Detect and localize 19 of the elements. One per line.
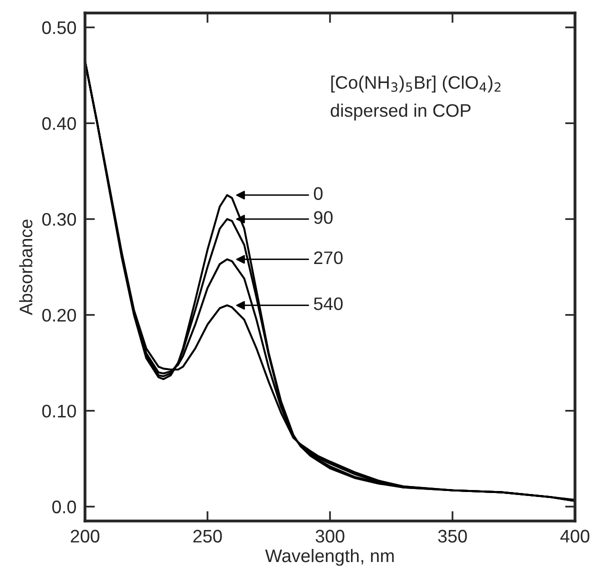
x-tick-label: 300 bbox=[316, 530, 344, 543]
legend-label: 90 bbox=[314, 211, 333, 224]
y-axis-title: Absorbance bbox=[19, 220, 32, 316]
legend-label: 540 bbox=[314, 297, 343, 310]
annotation: dispersed in COP bbox=[330, 104, 471, 120]
x-tick-label: 200 bbox=[70, 530, 100, 543]
legend-label: 0 bbox=[314, 187, 323, 200]
x-tick-label: 400 bbox=[560, 530, 590, 543]
x-tick-label: 250 bbox=[193, 530, 222, 543]
y-tick-label: 0.0 bbox=[52, 500, 76, 514]
y-tick-label: 0.40 bbox=[42, 117, 76, 130]
y-tick-label: 0.50 bbox=[42, 21, 76, 34]
annotation: [Co(NH$_{3}$)$_{5}$Br] (ClO$_{4}$)$_{2}$ bbox=[331, 76, 500, 92]
y-tick-label: 0.30 bbox=[42, 213, 76, 226]
y-tick-label: 0.10 bbox=[42, 404, 76, 418]
x-axis-title: Wavelength, nm bbox=[265, 548, 394, 566]
x-tick-label: 350 bbox=[438, 530, 467, 543]
y-tick-label: 0.20 bbox=[42, 308, 76, 322]
legend-label: 270 bbox=[314, 251, 343, 264]
